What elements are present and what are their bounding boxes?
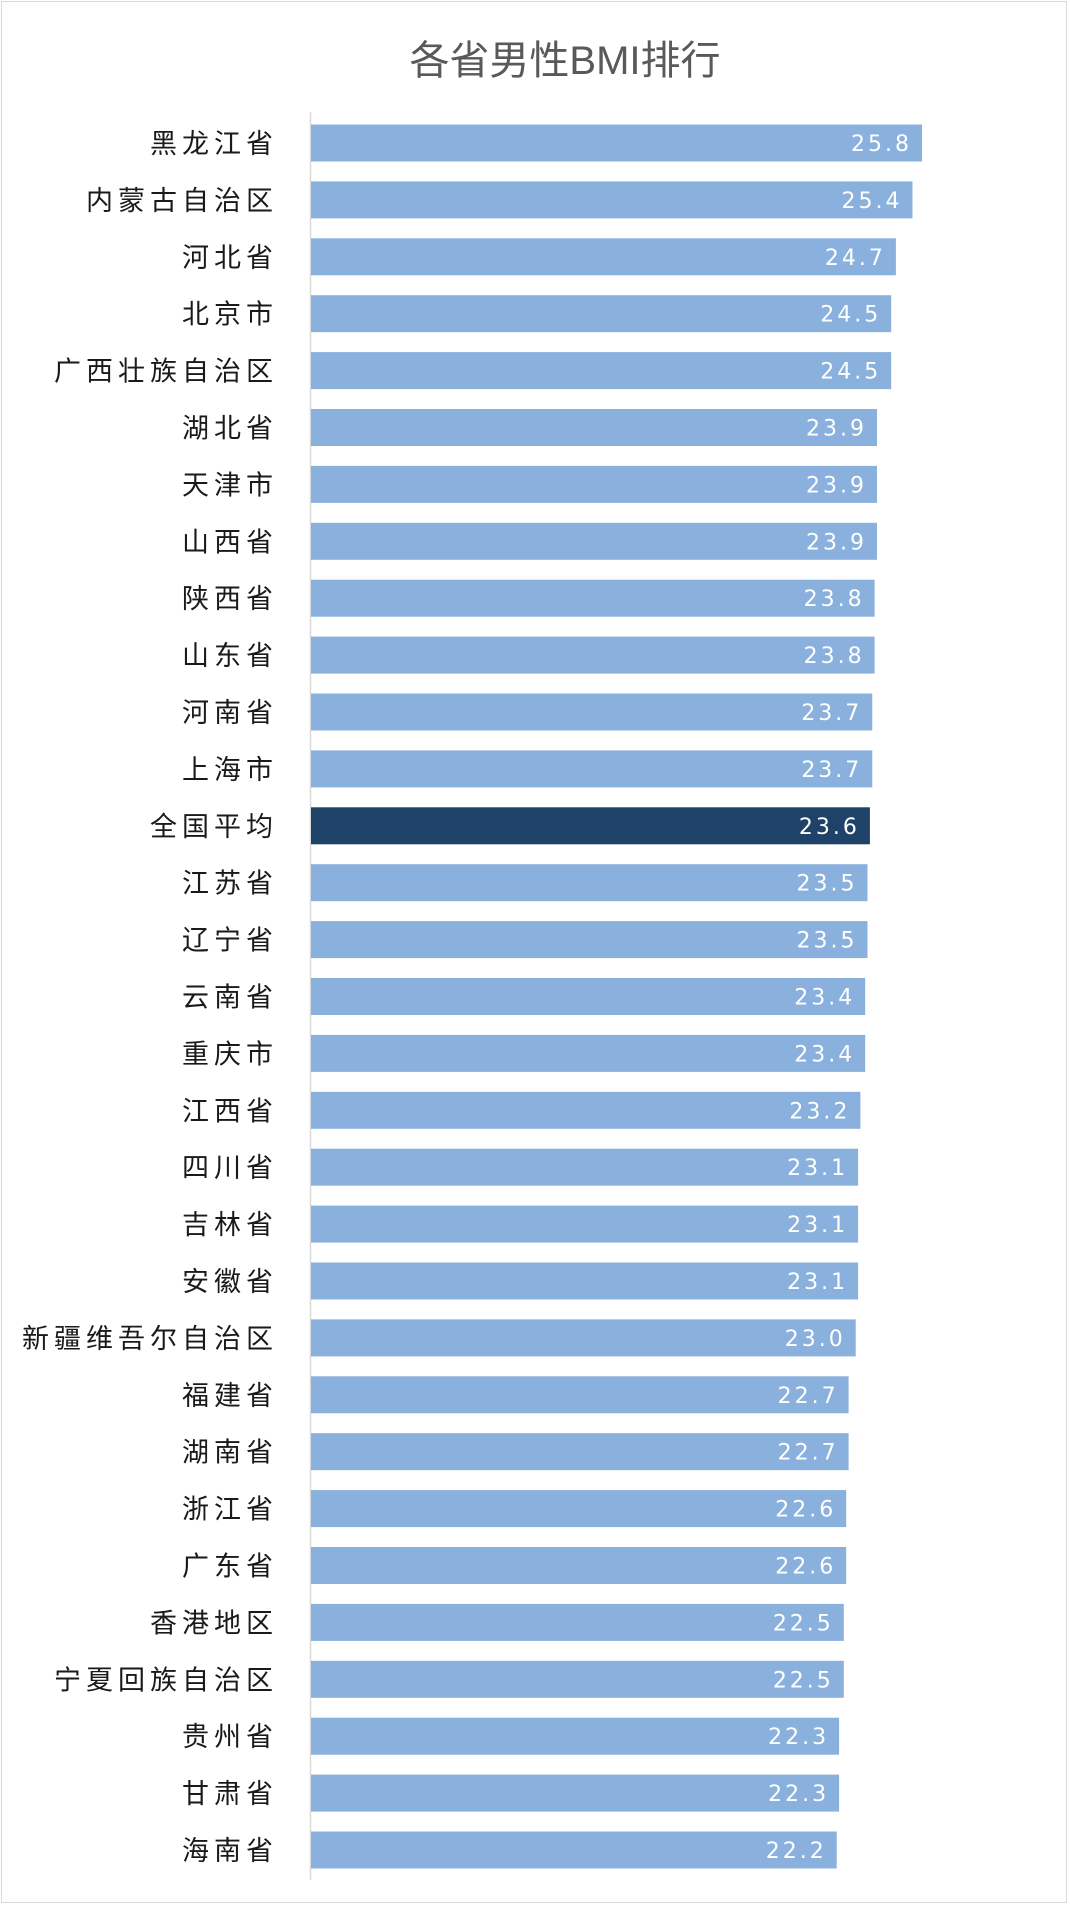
- category-label: 内蒙古自治区: [86, 186, 278, 217]
- bar: [311, 1148, 859, 1186]
- data-label: 23.0: [785, 1327, 846, 1352]
- bar: [311, 1433, 849, 1471]
- bar: [311, 238, 896, 276]
- bar: [311, 1831, 837, 1869]
- bar: [311, 1091, 861, 1129]
- category-label: 四川省: [182, 1153, 278, 1184]
- data-label: 22.6: [775, 1555, 836, 1580]
- bar: [311, 864, 868, 902]
- data-label: 25.8: [851, 132, 912, 157]
- category-label: 山西省: [182, 527, 278, 558]
- category-label: 广西壮族自治区: [54, 357, 278, 388]
- category-label: 广东省: [182, 1552, 278, 1583]
- data-label: 22.2: [766, 1839, 827, 1864]
- data-label: 24.5: [820, 303, 881, 328]
- category-label: 吉林省: [182, 1210, 278, 1241]
- data-label: 23.4: [794, 986, 855, 1011]
- data-label: 22.3: [768, 1782, 829, 1807]
- category-label: 重庆市: [182, 1039, 278, 1070]
- bar: [311, 1490, 847, 1528]
- category-label: 新疆维吾尔自治区: [22, 1324, 278, 1355]
- bar: [311, 295, 892, 333]
- data-label: 23.5: [797, 929, 858, 954]
- bar: [311, 1262, 859, 1300]
- chart-title: 各省男性BMI排行: [409, 39, 721, 83]
- bar: [311, 409, 877, 446]
- bar: [311, 1660, 844, 1698]
- data-label: 22.7: [778, 1384, 839, 1409]
- data-label: 24.5: [820, 360, 881, 385]
- data-label: 23.9: [806, 417, 867, 442]
- bar: [311, 978, 866, 1015]
- data-label: 23.7: [801, 701, 862, 726]
- category-label: 云南省: [182, 983, 278, 1014]
- data-label: 25.4: [842, 189, 903, 214]
- data-label: 23.9: [806, 530, 867, 555]
- bar: [311, 1547, 847, 1584]
- bar: [311, 1774, 840, 1812]
- data-label: 23.1: [787, 1156, 848, 1181]
- data-label: 23.4: [794, 1042, 855, 1067]
- data-label: 22.6: [775, 1498, 836, 1523]
- category-label: 河南省: [182, 698, 278, 729]
- category-label: 黑龙江省: [150, 129, 278, 160]
- data-label: 23.5: [797, 872, 858, 897]
- bar: [311, 1319, 856, 1357]
- category-label: 山东省: [182, 641, 278, 672]
- category-label: 天津市: [182, 470, 278, 501]
- bar: [311, 522, 877, 560]
- bar-national-average: [311, 807, 870, 845]
- category-label: 贵州省: [182, 1722, 278, 1753]
- category-label: 宁夏回族自治区: [54, 1665, 278, 1696]
- category-label: 福建省: [182, 1381, 278, 1412]
- bar: [311, 124, 922, 162]
- bar: [311, 636, 875, 674]
- category-label: 北京市: [182, 300, 278, 331]
- bar: [311, 1205, 859, 1243]
- bar: [311, 181, 913, 219]
- data-label: 23.1: [787, 1270, 848, 1295]
- category-label: 江西省: [182, 1096, 278, 1127]
- bar: [311, 921, 868, 959]
- data-label: 23.8: [804, 587, 865, 612]
- bar: [311, 693, 873, 731]
- category-label: 陕西省: [182, 584, 278, 615]
- data-label: 23.9: [806, 473, 867, 498]
- category-label: 河北省: [182, 243, 278, 274]
- category-label: 湖北省: [182, 414, 278, 445]
- category-label: 江苏省: [182, 869, 278, 900]
- data-label: 23.2: [789, 1099, 850, 1124]
- bar: [311, 1603, 844, 1641]
- category-label: 全国平均: [150, 812, 278, 843]
- data-label: 22.5: [773, 1668, 834, 1693]
- data-label: 23.7: [801, 758, 862, 783]
- category-label: 上海市: [182, 755, 278, 786]
- category-label: 安徽省: [182, 1267, 278, 1298]
- data-label: 22.7: [778, 1441, 839, 1466]
- category-label: 辽宁省: [182, 926, 278, 957]
- data-label: 23.8: [804, 644, 865, 669]
- data-label: 23.1: [787, 1213, 848, 1238]
- category-label: 海南省: [182, 1836, 278, 1867]
- bar: [311, 579, 875, 617]
- bar: [311, 1034, 866, 1072]
- data-label: 22.3: [768, 1725, 829, 1750]
- bar: [311, 750, 873, 788]
- bar: [311, 1717, 840, 1755]
- bar: [311, 465, 877, 503]
- data-label: 22.5: [773, 1611, 834, 1636]
- data-label: 23.6: [799, 815, 860, 840]
- category-label: 甘肃省: [182, 1779, 278, 1810]
- bar: [311, 352, 892, 390]
- category-label: 湖南省: [182, 1438, 278, 1469]
- data-label: 24.7: [825, 246, 886, 271]
- bar: [311, 1376, 849, 1414]
- category-label: 浙江省: [182, 1495, 278, 1526]
- category-label: 香港地区: [150, 1608, 278, 1639]
